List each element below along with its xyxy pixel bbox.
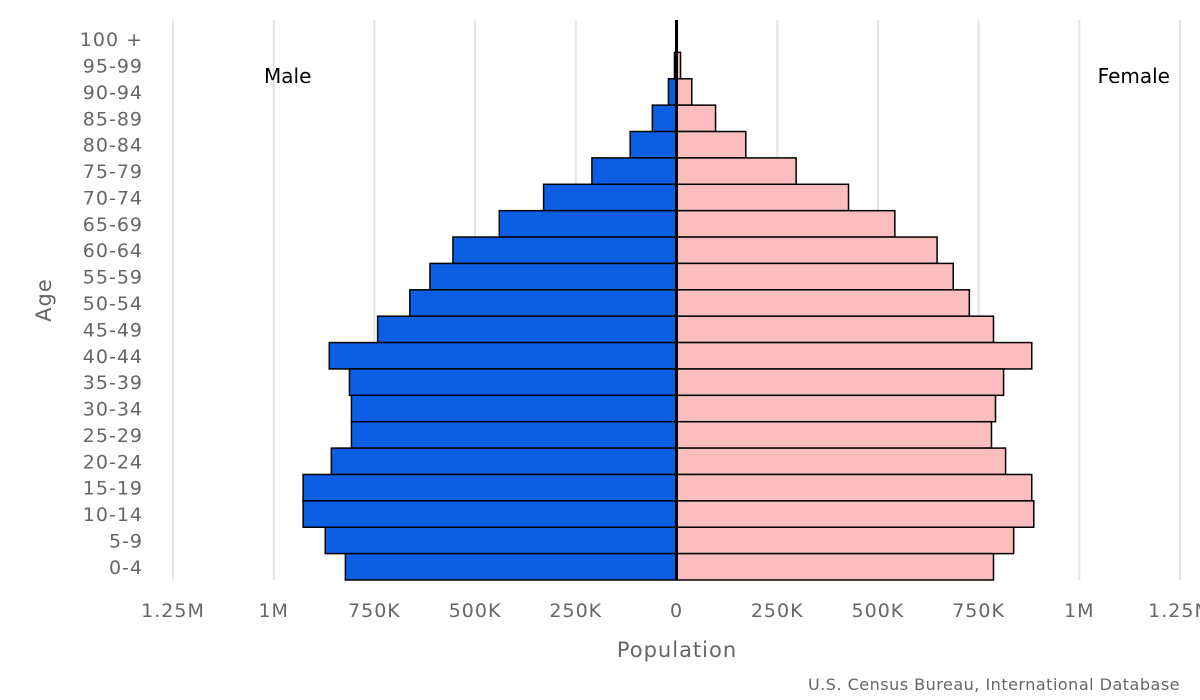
x-tick-label: 1M (1064, 600, 1094, 622)
female-bar (675, 473, 1033, 502)
y-tick-label: 50-54 (83, 293, 143, 315)
y-tick-label: 40-44 (83, 346, 143, 368)
male-bar (324, 526, 678, 555)
female-bar (675, 183, 850, 212)
source-credit: U.S. Census Bureau, International Databa… (808, 675, 1180, 694)
x-tick-label: 0 (670, 600, 683, 622)
female-bar (675, 394, 997, 423)
y-axis-title: Age (32, 278, 56, 322)
female-bar (675, 130, 747, 159)
male-side-label: Male (264, 64, 311, 88)
female-bar (675, 368, 1005, 397)
male-bar (350, 394, 678, 423)
x-tick-label: 250K (549, 600, 602, 622)
y-tick-label: 95-99 (83, 56, 143, 78)
x-tick-label: 1.25M (1148, 600, 1200, 622)
male-bar (350, 420, 678, 449)
female-bar (675, 236, 938, 265)
y-tick-label: 20-24 (83, 451, 143, 473)
male-bar (498, 209, 678, 238)
y-tick-label: 70-74 (83, 187, 143, 209)
x-axis-title: Population (617, 638, 737, 662)
y-tick-label: 75-79 (83, 161, 143, 183)
male-bar (376, 315, 678, 344)
female-bar (675, 157, 797, 186)
y-tick-label: 10-14 (83, 504, 143, 526)
y-tick-label: 85-89 (83, 108, 143, 130)
male-bar (429, 262, 678, 291)
y-tick-label: 60-64 (83, 240, 143, 262)
x-tick-label: 500K (852, 600, 905, 622)
y-tick-label: 25-29 (83, 425, 143, 447)
y-tick-label: 30-34 (83, 399, 143, 421)
y-tick-label: 100 + (80, 29, 143, 51)
y-tick-label: 35-39 (83, 372, 143, 394)
female-bar (675, 526, 1015, 555)
female-bar (675, 104, 717, 133)
x-tick-label: 1M (258, 600, 288, 622)
x-tick-label: 250K (751, 600, 804, 622)
female-bar (675, 78, 693, 106)
male-bar (328, 341, 678, 370)
age-tick-labels: 100 + 95-99 90-94 85-89 80-84 75-79 70-74 65-69… (80, 29, 143, 579)
y-tick-label: 45-49 (83, 319, 143, 341)
y-tick-label: 90-94 (83, 82, 143, 104)
y-tick-label: 0-4 (109, 557, 143, 579)
y-tick-label: 5-9 (109, 530, 143, 552)
male-bar (452, 236, 678, 265)
female-bar (675, 209, 896, 238)
x-tick-label: 1.25M (141, 600, 205, 622)
male-bar (409, 289, 678, 317)
x-tick-label: 750K (348, 600, 401, 622)
x-tick-label: 750K (952, 600, 1005, 622)
male-bar (344, 552, 678, 581)
female-bar (675, 262, 954, 291)
female-bar (675, 552, 995, 581)
female-bar (675, 447, 1007, 476)
female-bar (675, 341, 1033, 370)
y-tick-label: 15-19 (83, 478, 143, 500)
population-tick-labels: 1.25M 1M 750K 500K 250K 0 250K 500K 750K 1M 1.25M (141, 600, 1200, 622)
male-bar (302, 473, 678, 502)
female-side-label: Female (1098, 64, 1170, 88)
male-bar (629, 130, 678, 159)
bars (302, 25, 1035, 581)
female-bar (675, 500, 1035, 528)
y-tick-label: 55-59 (83, 267, 143, 289)
x-tick-label: 500K (449, 600, 502, 622)
male-bar (302, 500, 678, 528)
female-bar (675, 420, 993, 449)
y-tick-label: 80-84 (83, 135, 143, 157)
male-bar (330, 447, 678, 476)
male-bar (542, 183, 678, 212)
female-bar (675, 289, 971, 317)
male-bar (348, 368, 678, 397)
male-bar (651, 104, 678, 133)
male-bar (591, 157, 678, 186)
female-bar (675, 315, 995, 344)
y-tick-label: 65-69 (83, 214, 143, 236)
